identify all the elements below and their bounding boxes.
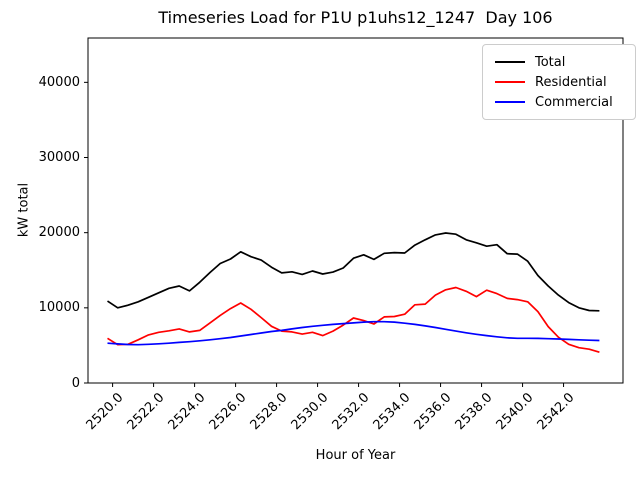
axes-box bbox=[87, 37, 624, 384]
y-tick-label: 30000 bbox=[38, 150, 80, 165]
legend-line-swatch bbox=[495, 81, 525, 83]
y-tick-label: 10000 bbox=[38, 300, 80, 316]
chart-title: Timeseries Load for P1U p1uhs12_1247 Day… bbox=[158, 8, 553, 27]
legend-label: Residential bbox=[535, 74, 607, 90]
legend: Total Residential Commercial bbox=[482, 44, 636, 120]
legend-line-swatch bbox=[495, 61, 525, 63]
legend-line-swatch bbox=[495, 101, 525, 103]
legend-item-total: Total bbox=[491, 52, 627, 72]
series-line-commercial bbox=[107, 320, 600, 346]
x-axis-label: Hour of Year bbox=[315, 448, 396, 463]
legend-item-residential: Residential bbox=[491, 72, 627, 92]
legend-item-commercial: Commercial bbox=[491, 92, 627, 112]
legend-label: Commercial bbox=[535, 94, 613, 110]
series-line-residential bbox=[107, 286, 600, 354]
y-tick-label: 0 bbox=[71, 375, 80, 391]
series-line-total bbox=[107, 232, 600, 312]
y-tick-label: 40000 bbox=[38, 74, 80, 90]
legend-label: Total bbox=[535, 54, 566, 70]
y-tick-label: 20000 bbox=[38, 225, 80, 241]
